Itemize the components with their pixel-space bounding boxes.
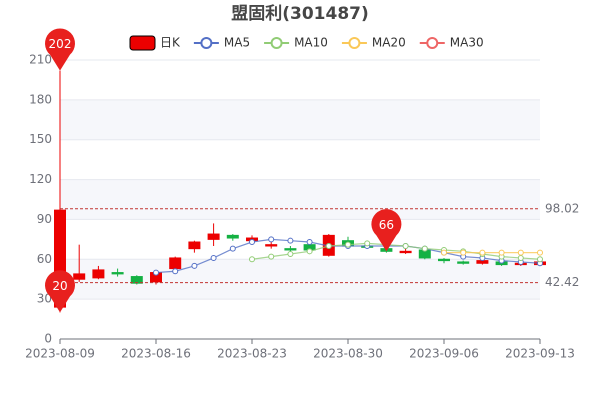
mark-pin [45, 270, 75, 313]
ma-point [517, 249, 524, 256]
legend-item[interactable]: MA20 [341, 36, 406, 50]
legend-label: MA10 [294, 36, 328, 50]
ma-point [249, 239, 255, 246]
x-tick-label: 2023-08-16 [121, 347, 191, 361]
ma-point [364, 240, 371, 247]
mark-pin [45, 28, 75, 71]
ma-point [287, 237, 294, 244]
candle-body [284, 248, 297, 251]
x-tick-label: 2023-09-13 [505, 347, 575, 361]
candle-body [438, 258, 450, 262]
ma-point [517, 254, 524, 261]
ma-point [402, 243, 409, 249]
candle-body [169, 257, 182, 270]
mark-pin-label: 20 [52, 279, 67, 293]
ma-point [287, 250, 294, 257]
candle-body [92, 269, 105, 279]
legend-swatch [270, 37, 283, 49]
ma-point [537, 256, 543, 263]
candle-body [73, 273, 86, 280]
y-tick-label: 60 [37, 252, 52, 266]
ma-point [441, 249, 447, 256]
ma-point [479, 249, 486, 256]
legend-swatch [200, 37, 213, 49]
y-tick-label: 120 [29, 172, 52, 186]
candle-body [265, 244, 278, 247]
ma-point [153, 269, 159, 276]
ma-point [172, 268, 179, 275]
ma-point [537, 249, 543, 256]
y-tick-label: 90 [37, 212, 52, 226]
x-tick-label: 2023-08-09 [25, 347, 95, 361]
mark-pin-label: 66 [379, 218, 394, 232]
x-tick-label: 2023-09-06 [409, 347, 479, 361]
ma-point [325, 243, 332, 249]
legend-item[interactable]: MA5 [193, 36, 250, 50]
legend-item[interactable]: 日K [129, 35, 181, 51]
legend-label: MA5 [224, 36, 250, 50]
y-tick-label: 0 [44, 332, 52, 346]
legend-swatch [129, 35, 156, 51]
legend-swatch [426, 37, 439, 49]
y-tick-label: 180 [29, 92, 52, 106]
legend-label: 日K [160, 36, 181, 50]
x-tick-label: 2023-08-30 [313, 347, 383, 361]
x-tick-label: 2023-08-23 [217, 347, 287, 361]
candle-body [476, 260, 489, 264]
grid-band [60, 99, 540, 140]
candle-body [188, 241, 201, 250]
ma-point [306, 239, 313, 246]
legend-item[interactable]: MA30 [419, 36, 484, 50]
mark-line-label: 98.02 [545, 201, 579, 215]
ma-point [229, 245, 236, 252]
y-tick-label: 150 [29, 132, 52, 146]
ma-point [498, 249, 505, 256]
chart-title: 盟固利(301487) [231, 3, 369, 24]
ma-point [268, 253, 275, 260]
ma-point [421, 245, 428, 252]
ma-point [306, 248, 313, 255]
ma-point [249, 256, 255, 263]
candle-body [226, 234, 239, 239]
mark-line-label: 42.42 [545, 275, 579, 289]
ma-point [460, 249, 467, 256]
legend-label: MA20 [372, 36, 406, 50]
mark-pin [371, 209, 402, 252]
ma-line [251, 242, 541, 260]
candle-body [399, 250, 412, 254]
mark-pin-label: 202 [49, 37, 72, 51]
ma-point [345, 241, 351, 248]
legend-item[interactable]: MA10 [264, 36, 328, 50]
ma-point [268, 236, 275, 243]
legend-swatch [348, 37, 361, 49]
y-tick-label: 210 [29, 53, 52, 67]
y-tick-label: 30 [37, 292, 52, 306]
legend-label: MA30 [450, 36, 484, 50]
candle-body [111, 272, 124, 275]
ma-point [210, 254, 217, 261]
ma-point [191, 262, 198, 269]
candle-body [457, 261, 470, 264]
candle-body [207, 233, 220, 240]
candle-body [130, 276, 143, 284]
grid-band [60, 179, 540, 220]
